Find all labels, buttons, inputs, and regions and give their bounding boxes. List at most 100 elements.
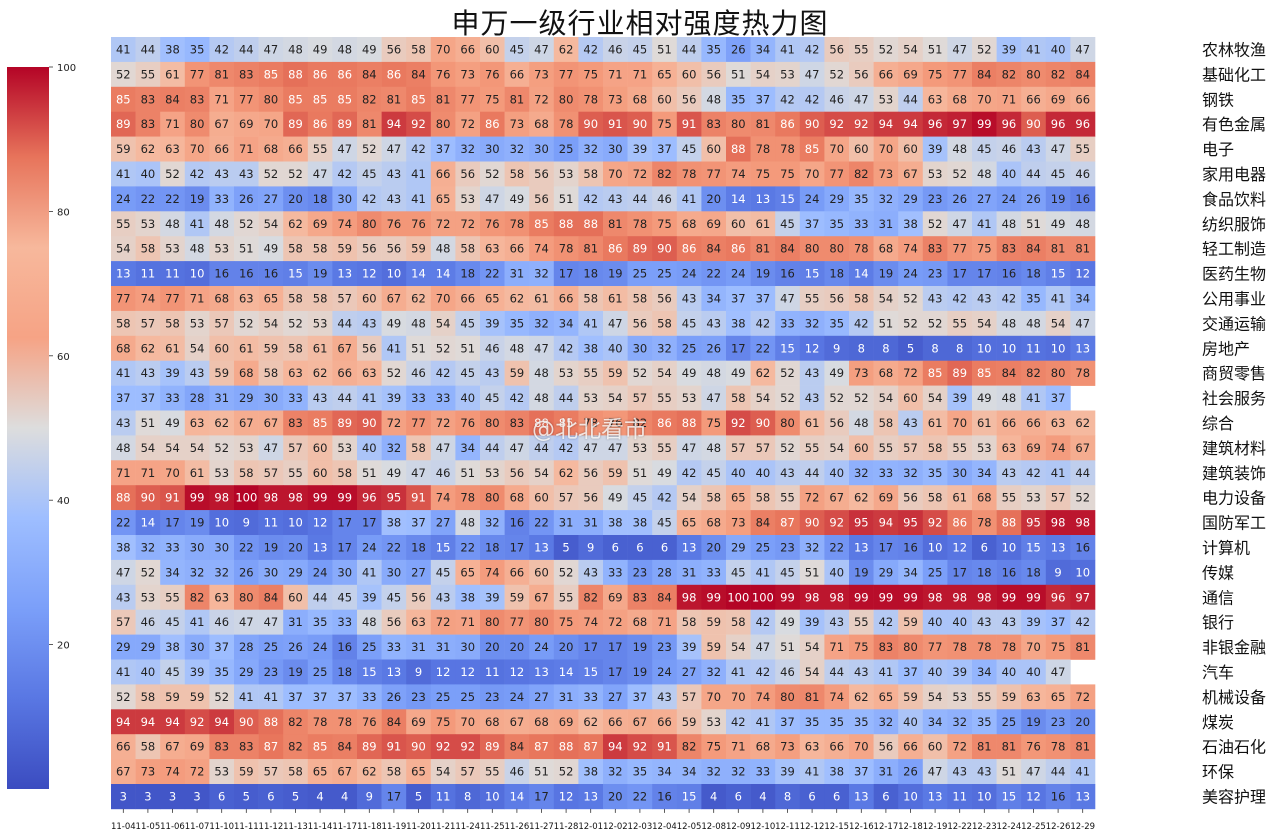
heatmap-cell — [922, 410, 948, 436]
cell-value-label: 15 — [805, 267, 820, 281]
heatmap-cell — [209, 410, 235, 436]
heatmap-cell — [922, 37, 948, 63]
cell-value-label: 70 — [829, 142, 844, 156]
cell-value-label: 42 — [1075, 615, 1090, 629]
cell-value-label: 56 — [510, 466, 525, 480]
heatmap-cell — [381, 211, 407, 237]
cell-value-label: 78 — [780, 142, 795, 156]
cell-value-label: 14 — [510, 789, 525, 803]
cell-value-label: 84 — [264, 590, 279, 604]
cell-value-label: 54 — [190, 341, 205, 355]
cell-value-label: 98 — [288, 491, 303, 505]
x-tick-label: 12-23 — [972, 822, 997, 832]
heatmap-cell — [750, 161, 776, 187]
cell-value-label: 20 — [559, 640, 574, 654]
heatmap-cell — [332, 310, 358, 337]
heatmap-cell — [873, 211, 899, 237]
cell-value-label: 32 — [706, 765, 721, 779]
cell-value-label: 47 — [805, 67, 820, 81]
cell-value-label: 42 — [805, 42, 820, 56]
cell-value-label: 55 — [583, 366, 598, 380]
heatmap-cell — [135, 310, 161, 337]
cell-value-label: 89 — [288, 117, 303, 131]
cell-value-label: 39 — [387, 391, 402, 405]
cell-value-label: 37 — [1051, 615, 1066, 629]
cell-value-label: 90 — [805, 117, 820, 131]
heatmap-cell — [307, 385, 333, 411]
heatmap-cell — [504, 211, 530, 237]
heatmap-cell — [332, 360, 358, 386]
cell-value-label: 76 — [460, 416, 475, 430]
x-tick-label: 12-29 — [1070, 822, 1095, 832]
cell-value-label: 58 — [288, 341, 303, 355]
cell-value-label: 46 — [780, 665, 795, 679]
cell-value-label: 6 — [808, 789, 815, 803]
cell-value-label: 54 — [928, 391, 943, 405]
heatmap-cell — [701, 435, 727, 461]
cell-value-label: 58 — [387, 765, 402, 779]
cell-value-label: 41 — [756, 565, 771, 579]
cell-value-label: 87 — [780, 516, 795, 530]
cell-value-label: 32 — [879, 715, 894, 729]
heatmap-cell — [504, 310, 530, 337]
heatmap-cell — [234, 211, 259, 237]
cell-value-label: 55 — [657, 391, 672, 405]
heatmap-cell — [480, 310, 505, 337]
cell-value-label: 99 — [854, 590, 869, 604]
cell-value-label: 70 — [854, 740, 869, 754]
heatmap-cell — [332, 261, 358, 287]
cell-value-label: 88 — [559, 217, 574, 231]
cell-value-label: 49 — [657, 466, 672, 480]
heatmap-cell — [873, 236, 899, 262]
heatmap-cell — [726, 460, 751, 486]
heatmap-cell — [430, 186, 456, 212]
cell-value-label: 80 — [264, 92, 279, 106]
cell-value-label: 76 — [485, 217, 500, 231]
cell-value-label: 43 — [977, 765, 992, 779]
heatmap-cell — [849, 385, 874, 411]
cell-value-label: 52 — [633, 366, 648, 380]
cell-value-label: 73 — [141, 765, 156, 779]
cell-value-label: 75 — [977, 242, 992, 256]
cell-value-label: 98 — [928, 590, 943, 604]
cell-value-label: 17 — [583, 640, 598, 654]
cell-value-label: 38 — [116, 540, 131, 554]
cell-value-label: 74 — [337, 217, 352, 231]
cell-value-label: 37 — [411, 516, 426, 530]
cell-value-label: 12 — [313, 516, 328, 530]
cell-value-label: 74 — [141, 291, 156, 305]
cell-value-label: 71 — [214, 92, 229, 106]
heatmap-cell — [430, 435, 456, 461]
heatmap-cell — [381, 335, 407, 361]
cell-value-label: 19 — [1051, 192, 1066, 206]
cell-value-label: 99 — [1026, 590, 1041, 604]
cell-value-label: 65 — [682, 516, 697, 530]
cell-value-label: 48 — [977, 167, 992, 181]
heatmap-cell — [652, 335, 678, 361]
cell-value-label: 35 — [829, 715, 844, 729]
heatmap-cell — [873, 310, 899, 337]
cell-value-label: 24 — [682, 267, 697, 281]
cell-value-label: 16 — [903, 540, 918, 554]
cell-value-label: 54 — [977, 316, 992, 330]
cell-value-label: 69 — [1051, 92, 1066, 106]
heatmap-cell — [529, 61, 555, 88]
cell-value-label: 52 — [879, 42, 894, 56]
cell-value-label: 48 — [510, 341, 525, 355]
cell-value-label: 89 — [337, 416, 352, 430]
cell-value-label: 15 — [288, 267, 303, 281]
cell-value-label: 94 — [116, 715, 131, 729]
heatmap-cell — [775, 111, 801, 137]
cell-value-label: 63 — [214, 590, 229, 604]
cell-value-label: 41 — [977, 217, 992, 231]
heatmap-cell — [898, 360, 924, 386]
cell-value-label: 40 — [1026, 665, 1041, 679]
cell-value-label: 80 — [1026, 67, 1041, 81]
cell-value-label: 48 — [214, 217, 229, 231]
heatmap-cell — [726, 335, 751, 361]
heatmap-cell — [258, 161, 284, 187]
cell-value-label: 84 — [657, 590, 672, 604]
cell-value-label: 52 — [214, 441, 229, 455]
heatmap-cell — [209, 286, 235, 312]
cell-value-label: 62 — [583, 715, 598, 729]
